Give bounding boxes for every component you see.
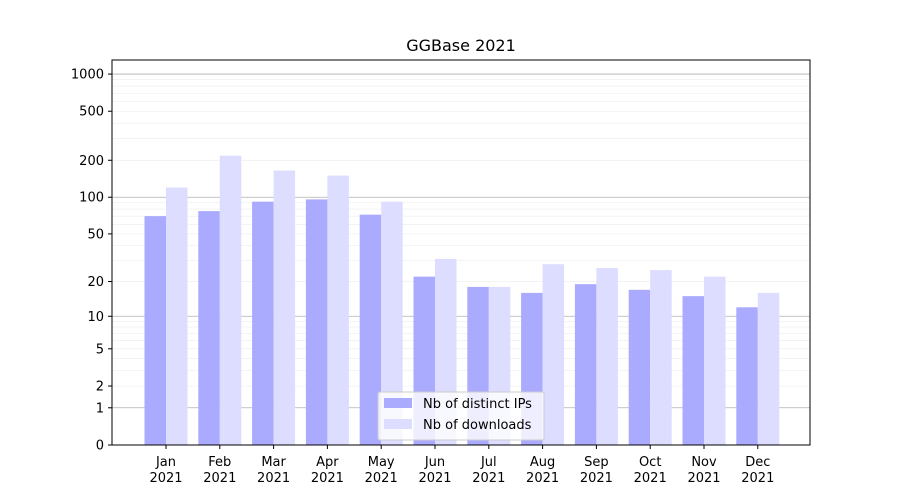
x-tick-label-year: 2021 [311,471,344,486]
bar-downloads [757,292,780,445]
x-tick-label-month: Jun [424,455,445,470]
bar-distinct-ips [252,201,274,445]
y-tick-label: 200 [79,154,104,169]
x-tick-label-month: Feb [208,455,231,470]
y-tick-label: 5 [96,342,104,357]
legend-swatch [384,419,412,429]
y-tick-label: 1 [96,401,104,416]
legend-label: Nb of distinct IPs [423,397,532,412]
legend-box [377,391,545,441]
y-tick-label: 10 [87,310,104,325]
x-tick-label-month: Jan [155,455,176,470]
x-tick-label-year: 2021 [472,471,505,486]
bar-downloads [704,276,726,445]
bars [144,155,780,446]
x-tick-label-month: Aug [530,455,555,470]
bar-distinct-ips [682,296,704,445]
bar-downloads [327,175,349,446]
x-tick-label-year: 2021 [741,471,774,486]
y-tick-label: 1000 [71,68,104,83]
x-tick-label-month: Mar [261,455,286,470]
y-tick-label: 20 [87,275,104,290]
x-tick-label-month: Dec [745,455,770,470]
bar-distinct-ips [628,289,651,445]
x-tick-label-year: 2021 [580,471,613,486]
bar-distinct-ips [359,214,382,445]
y-tick-label: 50 [87,227,104,242]
y-axis: 0 1 2 5 10 20 50 100 200 500 1000 [71,68,112,454]
bar-downloads [219,155,242,446]
y-tick-label: 500 [79,105,104,120]
x-tick-label-year: 2021 [365,471,398,486]
y-tick-label: 100 [79,191,104,206]
bar-distinct-ips [305,199,328,445]
x-axis: Jan2021Feb2021Mar2021Apr2021May2021Jun20… [149,445,774,486]
x-tick-label-year: 2021 [526,471,559,486]
bar-downloads [273,170,296,445]
legend: Nb of distinct IPs Nb of downloads [377,391,545,441]
x-tick-label-month: Nov [691,455,717,470]
chart-title: GGBase 2021 [406,36,516,55]
x-tick-label-year: 2021 [687,471,720,486]
x-tick-label-year: 2021 [149,471,182,486]
x-tick-label-month: Oct [639,455,661,470]
x-tick-label-year: 2021 [257,471,290,486]
plot-frame [111,59,811,446]
x-tick-label-year: 2021 [203,471,236,486]
bar-downloads [596,268,618,445]
bar-distinct-ips [198,211,220,445]
bar-downloads [166,187,188,446]
bar-distinct-ips [144,216,166,445]
x-tick-label-month: Jul [480,455,497,470]
x-tick-label-month: May [368,455,395,470]
bar-distinct-ips [574,284,597,445]
bar-downloads [542,264,565,445]
legend-label: Nb of downloads [423,418,532,433]
x-tick-label-month: Apr [316,455,339,470]
legend-swatch [384,398,412,408]
bar-downloads [650,270,672,445]
bar-downloads [381,201,403,445]
x-tick-label-year: 2021 [634,471,667,486]
x-tick-label-year: 2021 [418,471,451,486]
y-tick-label: 2 [96,380,104,395]
x-tick-label-month: Sep [584,455,609,470]
y-tick-label: 0 [96,439,104,454]
bar-distinct-ips [736,307,758,445]
